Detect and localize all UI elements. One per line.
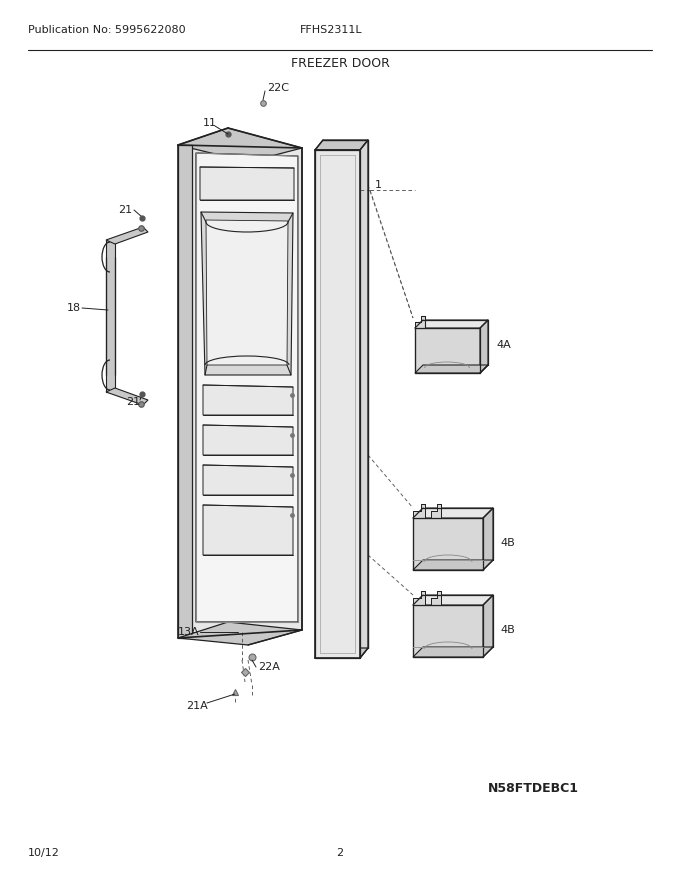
Text: 22C: 22C bbox=[267, 83, 289, 93]
Polygon shape bbox=[415, 365, 488, 373]
Polygon shape bbox=[178, 128, 302, 162]
Text: 10/12: 10/12 bbox=[28, 848, 60, 858]
Text: 21A: 21A bbox=[186, 701, 208, 711]
Polygon shape bbox=[106, 227, 148, 244]
Text: 21: 21 bbox=[126, 397, 140, 407]
Polygon shape bbox=[178, 145, 192, 638]
Polygon shape bbox=[315, 648, 368, 658]
Polygon shape bbox=[415, 316, 425, 328]
Text: FREEZER DOOR: FREEZER DOOR bbox=[290, 56, 390, 70]
Polygon shape bbox=[483, 595, 493, 657]
Text: 21: 21 bbox=[118, 205, 132, 215]
Polygon shape bbox=[415, 328, 480, 373]
Polygon shape bbox=[192, 145, 302, 638]
Text: FFHS2311L: FFHS2311L bbox=[300, 25, 362, 35]
Polygon shape bbox=[106, 240, 115, 392]
Text: 4A: 4A bbox=[496, 340, 511, 350]
Polygon shape bbox=[200, 167, 294, 200]
Text: 22A: 22A bbox=[258, 662, 280, 672]
Polygon shape bbox=[315, 140, 368, 150]
Polygon shape bbox=[106, 388, 148, 405]
Polygon shape bbox=[413, 518, 483, 570]
Polygon shape bbox=[431, 504, 441, 518]
Polygon shape bbox=[413, 504, 425, 518]
Polygon shape bbox=[413, 508, 493, 518]
Polygon shape bbox=[413, 595, 493, 605]
Polygon shape bbox=[203, 465, 293, 495]
Polygon shape bbox=[483, 508, 493, 570]
Text: 13A: 13A bbox=[178, 627, 200, 637]
Text: 18: 18 bbox=[67, 303, 81, 313]
Polygon shape bbox=[415, 320, 488, 328]
Polygon shape bbox=[360, 140, 368, 658]
Polygon shape bbox=[206, 220, 288, 365]
Polygon shape bbox=[413, 591, 425, 605]
Polygon shape bbox=[413, 560, 493, 570]
Text: 2: 2 bbox=[337, 848, 343, 858]
Polygon shape bbox=[413, 647, 493, 657]
Text: 4B: 4B bbox=[500, 625, 515, 635]
Polygon shape bbox=[203, 385, 293, 415]
Text: Publication No: 5995622080: Publication No: 5995622080 bbox=[28, 25, 186, 35]
Polygon shape bbox=[431, 591, 441, 605]
Text: 4B: 4B bbox=[500, 538, 515, 548]
Polygon shape bbox=[201, 212, 293, 375]
Polygon shape bbox=[413, 605, 483, 657]
Polygon shape bbox=[203, 505, 293, 555]
Text: 11: 11 bbox=[203, 118, 217, 128]
Polygon shape bbox=[203, 425, 293, 455]
Text: N58FTDEBC1: N58FTDEBC1 bbox=[488, 781, 579, 795]
Polygon shape bbox=[178, 622, 302, 645]
Text: 1: 1 bbox=[375, 180, 382, 190]
Polygon shape bbox=[196, 153, 298, 622]
Polygon shape bbox=[480, 320, 488, 373]
Polygon shape bbox=[315, 150, 360, 658]
